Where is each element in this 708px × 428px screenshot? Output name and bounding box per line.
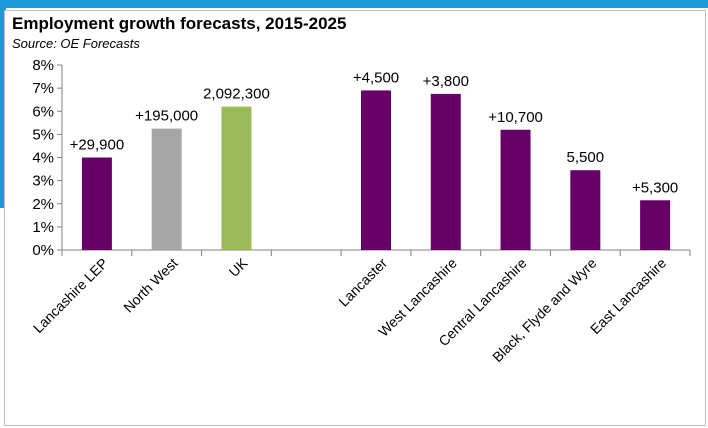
bar [81,157,112,250]
data-label: +3,800 [423,73,469,90]
data-label: +29,900 [70,137,125,154]
left-accent-strip [0,8,6,208]
category-label: Lancaster [335,255,390,310]
category-label: UK [225,254,251,280]
data-label: +10,700 [488,109,543,126]
y-tick-label: 4% [32,150,54,167]
y-tick-label: 8% [32,57,54,74]
bar [221,106,252,250]
y-tick-label: 1% [32,219,54,236]
data-label: 5,500 [567,149,605,166]
y-tick-label: 2% [32,196,54,213]
bars [81,90,671,250]
bar [151,128,182,250]
y-tick-label: 7% [32,80,54,97]
category-labels: Lancashire LEP North West UK LancasterWest … [30,254,670,365]
data-label: +195,000 [135,108,198,125]
y-tick-label: 0% [32,242,54,259]
bar [361,90,391,250]
category-label: East Lancashire [587,255,669,337]
data-label: +5,300 [632,179,678,196]
y-axis: 0% 1% 2% 3% 4% 5% 6% 7% 8% [32,57,63,259]
category-label: Lancashire LEP [30,255,111,336]
chart-title: Employment growth forecasts, 2015-2025 [12,14,347,33]
chart-subtitle: Source: OE Forecasts [12,36,140,51]
data-label: 2,092,300 [203,86,270,103]
y-tick-label: 6% [32,103,54,120]
bar [570,170,601,250]
data-label: +4,500 [353,69,399,86]
y-tick-label: 3% [32,173,54,190]
category-label: North West [120,255,181,316]
top-accent-strip [0,0,708,8]
bar [430,93,461,250]
data-labels: +29,900 +195,000 2,092,300 +4,500 +3,800 +10,… [70,69,679,196]
bar [640,200,671,250]
bar [500,129,531,250]
x-axis [61,249,691,256]
y-tick-label: 5% [32,126,54,143]
